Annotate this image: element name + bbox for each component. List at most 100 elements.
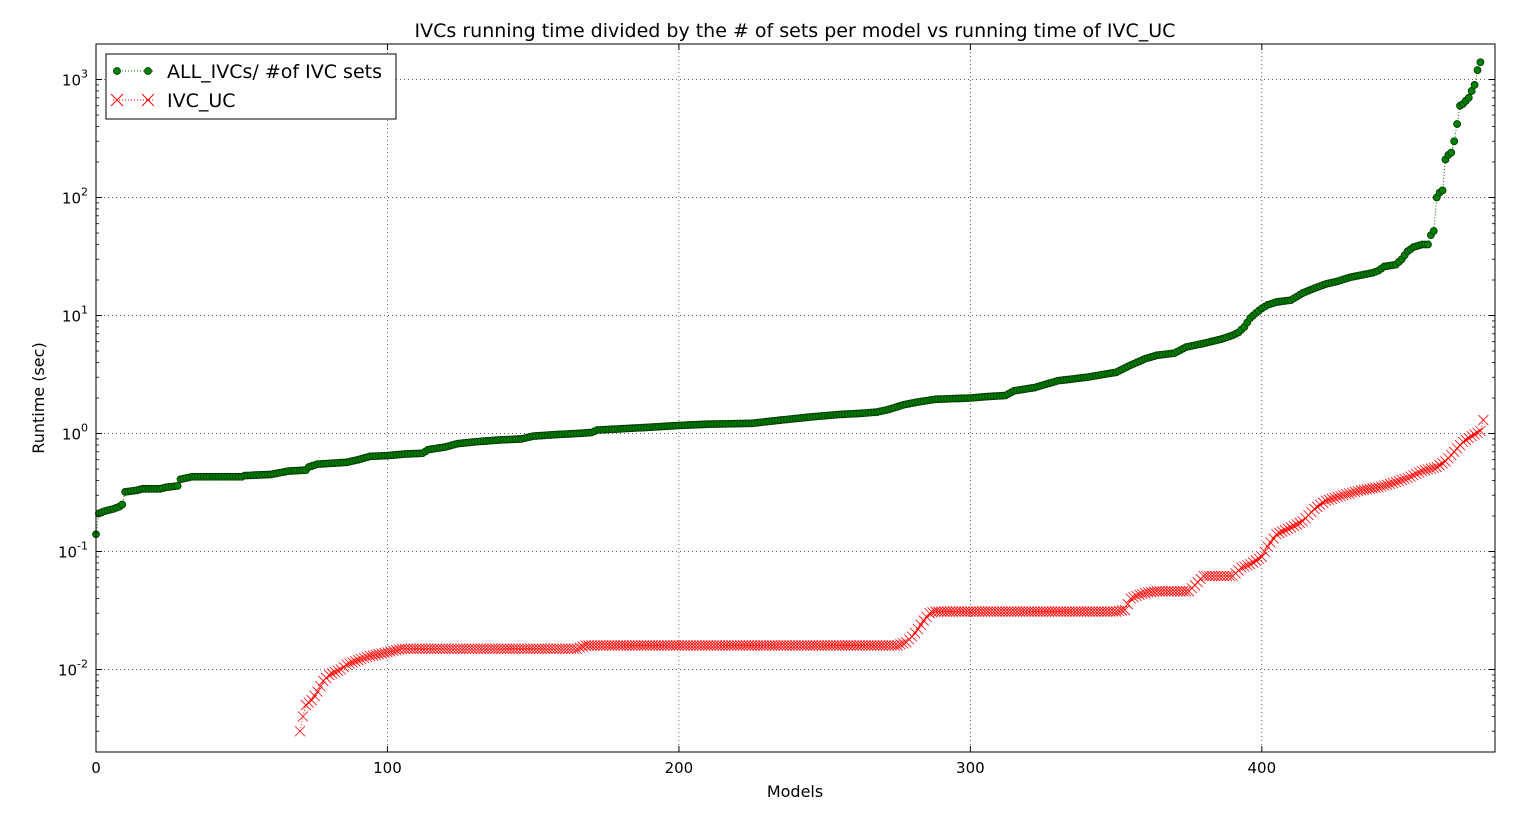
data-point [1241, 560, 1253, 571]
data-point [673, 640, 685, 651]
data-point [956, 606, 967, 617]
y-tick-label: 102 [62, 186, 88, 208]
x-tick-label: 200 [665, 759, 694, 777]
data-point [510, 643, 521, 655]
data-point [1429, 227, 1438, 235]
data-point [594, 640, 606, 651]
data-point [1285, 522, 1297, 533]
data-point [1338, 489, 1349, 501]
data-point [804, 640, 816, 651]
y-tick-label-base: 10 [62, 426, 81, 444]
data-point [717, 640, 728, 651]
data-point [880, 640, 892, 651]
data-point [997, 606, 1008, 617]
data-point [1119, 604, 1131, 616]
data-point [1172, 586, 1183, 597]
data-point [1046, 606, 1058, 617]
data-point [985, 606, 997, 617]
data-point [682, 640, 693, 651]
data-point [1023, 606, 1034, 617]
data-point [574, 642, 586, 653]
data-point [390, 644, 402, 656]
data-point [440, 643, 452, 655]
data-point [656, 640, 667, 651]
data-point [1470, 81, 1479, 89]
data-point [798, 640, 810, 651]
data-point [501, 643, 513, 655]
chart-title: IVCs running time divided by the # of se… [415, 20, 1176, 42]
data-point [965, 606, 976, 617]
data-point [729, 640, 740, 651]
y-tick-label-base: 10 [58, 544, 77, 562]
data-point [933, 606, 944, 617]
data-point [446, 643, 457, 655]
data-point [586, 640, 597, 651]
data-point [597, 640, 609, 651]
data-point [1256, 551, 1268, 563]
data-point [629, 640, 641, 651]
data-point [460, 643, 472, 655]
x-tick-label: 0 [91, 759, 101, 777]
data-point [761, 640, 772, 651]
data-point [1096, 606, 1107, 617]
data-point [676, 640, 688, 651]
data-point [559, 643, 571, 655]
data-point [1215, 570, 1227, 582]
data-point [839, 640, 851, 651]
data-point [425, 643, 437, 655]
data-point [1387, 477, 1399, 489]
y-tick-label: 103 [62, 68, 88, 90]
legend-marker [113, 67, 121, 75]
data-point [1058, 606, 1069, 617]
data-point [1040, 606, 1052, 617]
data-point [1174, 586, 1186, 597]
data-point [527, 643, 539, 655]
data-point [720, 640, 731, 651]
data-point [1349, 486, 1361, 498]
data-point [819, 640, 830, 651]
data-point [1087, 606, 1099, 617]
data-point [1466, 430, 1477, 442]
data-point [353, 654, 364, 666]
data-point [396, 643, 408, 655]
data-point [1201, 570, 1212, 582]
series-layer [92, 58, 1489, 737]
data-point [1239, 561, 1250, 572]
data-point [452, 643, 463, 655]
data-point [935, 606, 947, 617]
data-point [1450, 137, 1459, 146]
data-point [970, 606, 982, 617]
data-point [504, 643, 516, 655]
data-point [1431, 461, 1442, 473]
data-point [941, 606, 953, 617]
data-point [542, 643, 554, 655]
data-point [1078, 606, 1090, 617]
data-point [647, 640, 658, 651]
data-point [1434, 459, 1445, 471]
data-point [845, 640, 857, 651]
y-tick-label-exponent: 0 [81, 422, 88, 435]
data-point [1437, 458, 1448, 469]
data-point [930, 606, 941, 617]
data-point [536, 643, 548, 655]
data-point [968, 606, 979, 617]
data-point [854, 640, 865, 651]
data-point [545, 643, 556, 655]
data-point [583, 640, 594, 651]
data-point [312, 686, 323, 697]
data-point [1093, 606, 1104, 617]
data-point [991, 606, 1002, 617]
legend: ALL_IVCs/ #of IVC sets IVC_UC [105, 53, 397, 120]
data-point [772, 640, 784, 651]
data-point [1180, 586, 1192, 597]
y-tick-label-exponent: -1 [77, 540, 88, 553]
data-point [1478, 414, 1489, 426]
data-point [860, 640, 871, 651]
data-point [959, 606, 970, 617]
data-point [621, 640, 632, 651]
data-point [1043, 606, 1055, 617]
data-point [603, 640, 615, 651]
data-point [1005, 606, 1017, 617]
data-point [1464, 93, 1473, 102]
